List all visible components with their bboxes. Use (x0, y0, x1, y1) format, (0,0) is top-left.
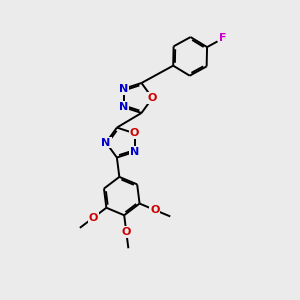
Text: N: N (130, 147, 139, 157)
Text: N: N (119, 84, 128, 94)
Text: O: O (88, 213, 98, 223)
Text: N: N (101, 138, 111, 148)
Text: O: O (130, 128, 139, 138)
Text: O: O (148, 93, 157, 103)
Text: F: F (220, 33, 227, 43)
Text: N: N (119, 102, 128, 112)
Text: O: O (150, 205, 160, 215)
Text: O: O (122, 227, 131, 237)
